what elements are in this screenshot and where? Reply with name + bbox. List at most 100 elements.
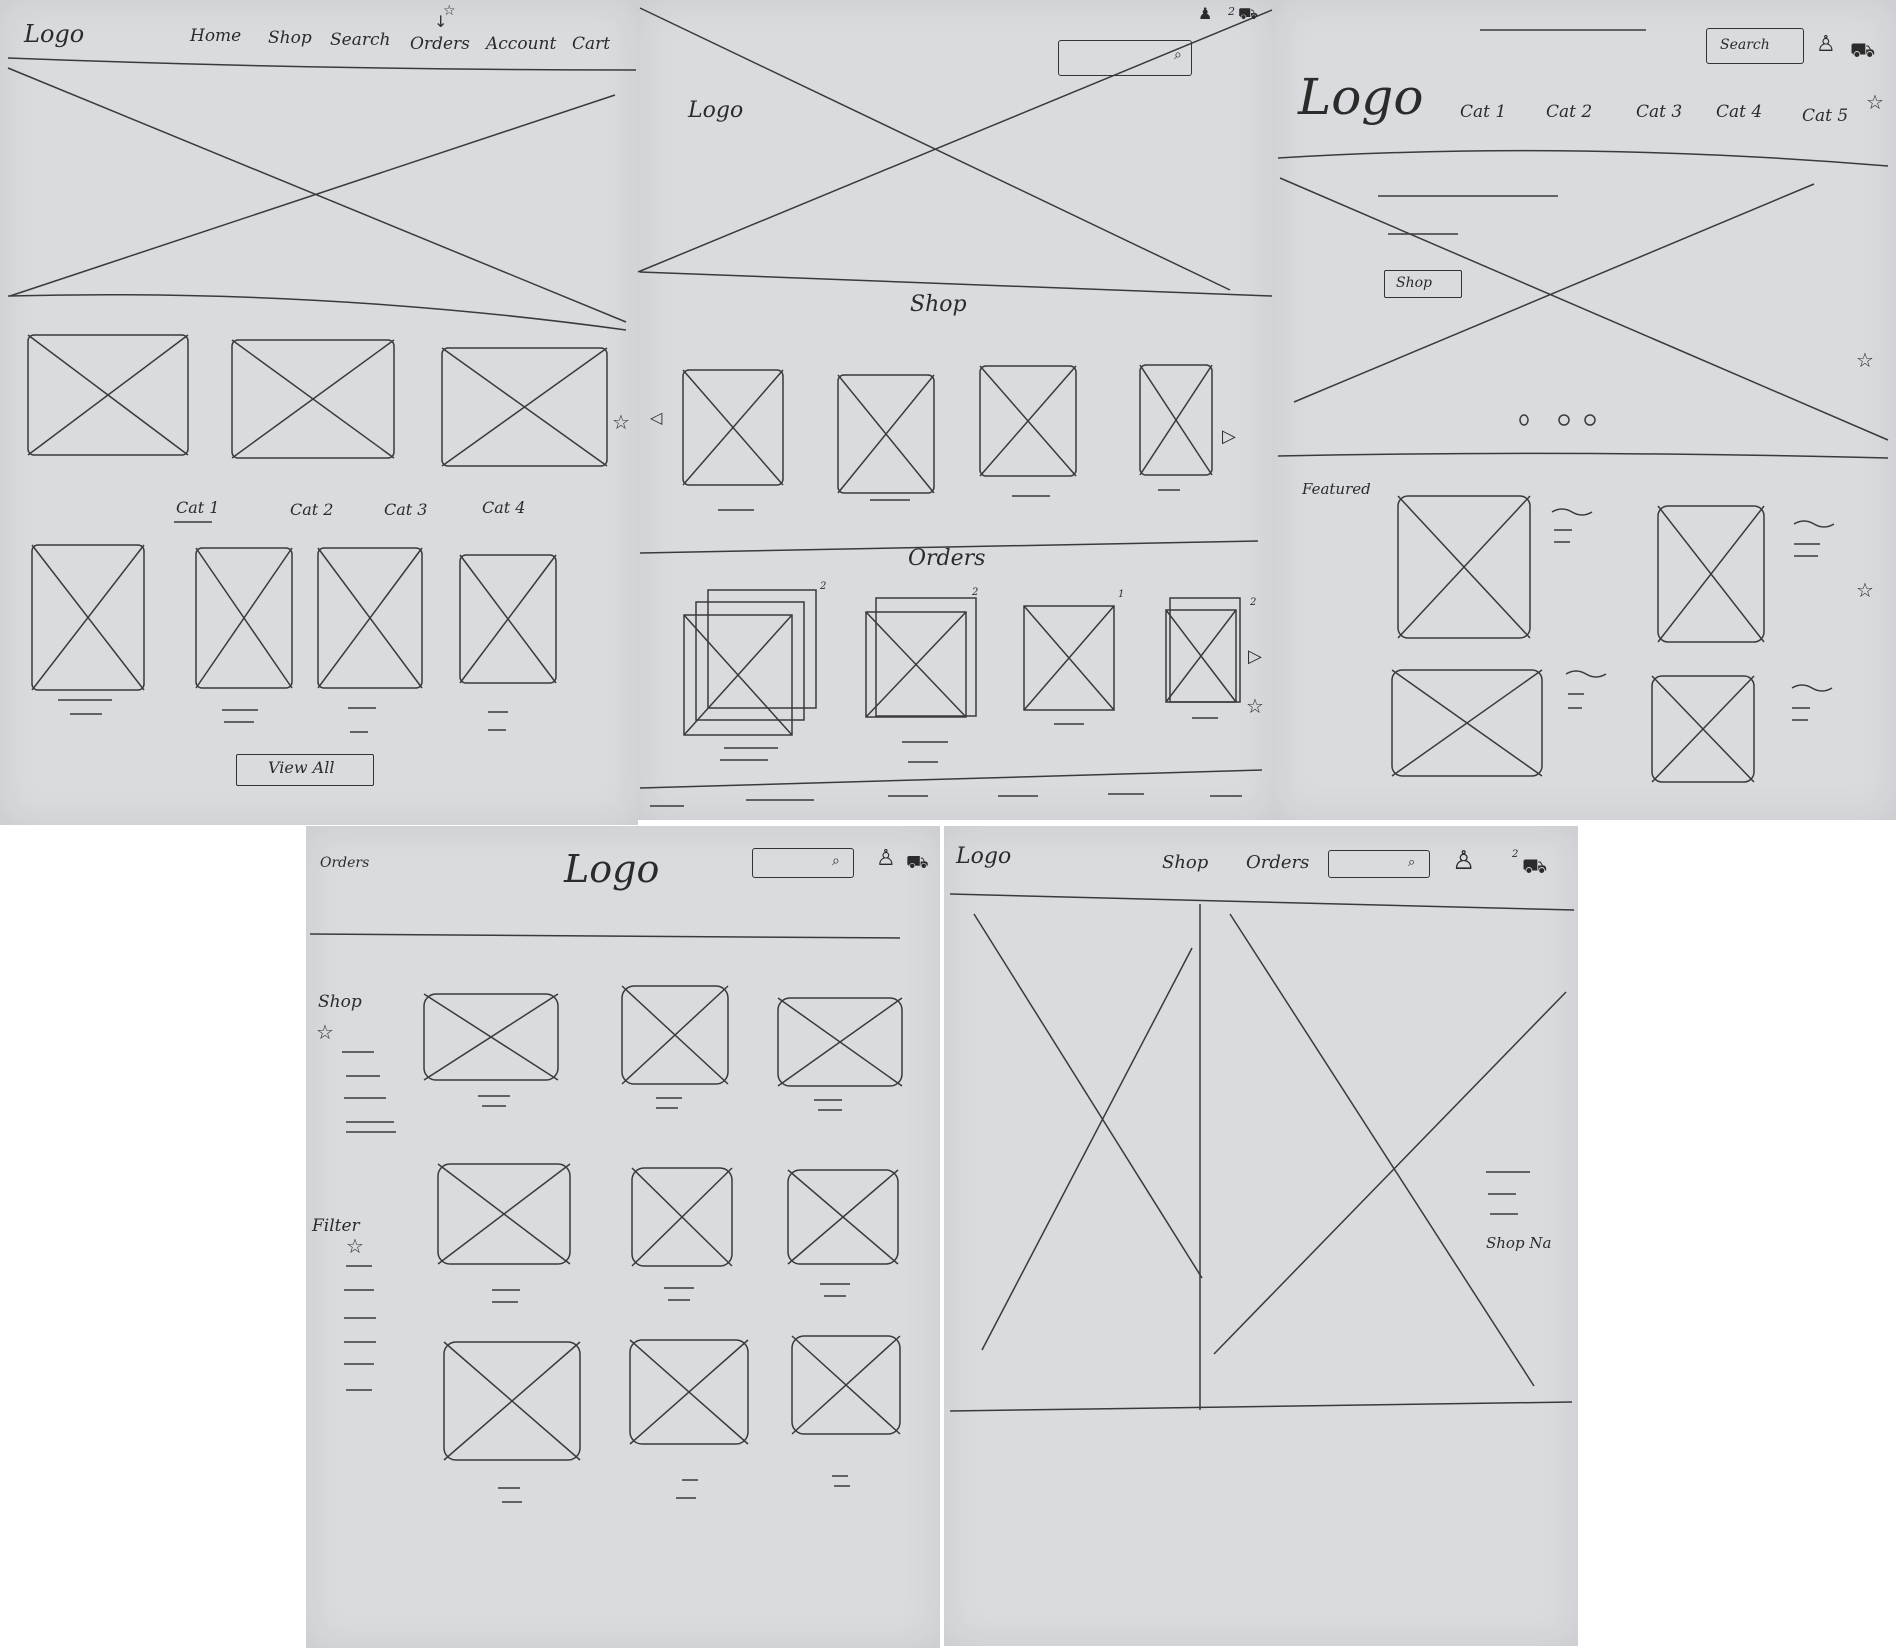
logo[interactable]: Logo — [688, 98, 744, 123]
sketch-3-drawing — [1277, 29, 1889, 783]
sketch-sheet-1: Logo Home Shop Search ☆ ↓ Orders Account… — [0, 0, 638, 825]
footer-line — [639, 769, 1263, 789]
hero-cross — [9, 94, 616, 297]
category-3[interactable]: Cat 3 — [1636, 102, 1683, 122]
hero-bottom-line — [1277, 452, 1889, 459]
sidebar-shop-links — [342, 1051, 396, 1133]
search-icon[interactable]: ⌕ — [832, 853, 840, 869]
cart-icon[interactable]: ⛟ — [1238, 4, 1259, 23]
search-input[interactable] — [1706, 28, 1804, 64]
orders-heading: Orders — [908, 546, 986, 571]
header-line — [309, 933, 901, 939]
user-icon[interactable]: ♟ — [1198, 4, 1213, 23]
product-captions — [478, 1095, 850, 1503]
sketch-4-drawing — [309, 933, 903, 1503]
star-icon: ☆ — [443, 3, 456, 19]
order-count-4: 2 — [1250, 597, 1257, 608]
header-line — [949, 893, 1575, 911]
user-icon[interactable]: ♙ — [876, 846, 896, 871]
header-line — [7, 57, 637, 71]
sketch-sheet-3: Search ♙ ⛟ Logo Cat 1 Cat 2 Cat 3 Cat 4 … — [1274, 0, 1896, 820]
product-detail-lines — [1486, 1171, 1530, 1215]
nav-search[interactable]: Search — [330, 30, 391, 50]
shop-products — [682, 364, 1213, 511]
cart-icon[interactable]: ⛟ — [906, 852, 929, 873]
sketch-sheet-4: Orders Logo ⌕ ♙ ⛟ Shop ☆ Filter ☆ — [306, 826, 940, 1648]
shop-heading: Shop — [910, 292, 967, 317]
logo[interactable]: Logo — [956, 844, 1012, 869]
category-tab-4[interactable]: Cat 4 — [482, 498, 526, 517]
view-all-button[interactable] — [236, 754, 374, 786]
sidebar-filter-heading: Filter — [312, 1216, 360, 1236]
featured-row — [27, 334, 608, 467]
image-cross — [1229, 913, 1535, 1387]
order-products — [683, 589, 1241, 763]
shop-name: Shop Na — [1486, 1234, 1552, 1252]
sketch-1-drawing — [7, 57, 637, 733]
category-4[interactable]: Cat 4 — [1716, 102, 1763, 122]
search-icon[interactable]: ⌕ — [1408, 855, 1416, 870]
image-cross — [1213, 991, 1567, 1355]
sidebar-shop-heading: Shop — [318, 992, 362, 1012]
category-2[interactable]: Cat 2 — [1546, 102, 1593, 122]
hero-cross — [637, 9, 1273, 273]
footer-links — [650, 793, 1242, 807]
cart-icon[interactable]: ⛟ — [1850, 38, 1876, 62]
nav-shop[interactable]: Shop — [268, 28, 312, 48]
hero-bottom-line — [639, 271, 1273, 297]
star-icon: ☆ — [1856, 348, 1874, 372]
product-captions — [58, 699, 508, 733]
search-input[interactable] — [1328, 850, 1430, 878]
arrow-right-icon[interactable]: ▷ — [1222, 426, 1236, 447]
category-tab-3[interactable]: Cat 3 — [384, 500, 428, 519]
arrow-right-icon[interactable]: ▷ — [1248, 646, 1262, 667]
sketch-2-drawing — [637, 7, 1273, 807]
logo[interactable]: Logo — [1298, 68, 1424, 126]
category-tab-2[interactable]: Cat 2 — [290, 500, 334, 519]
logo[interactable]: Logo — [24, 20, 85, 48]
featured-heading: Featured — [1302, 480, 1371, 498]
orders-link[interactable]: Orders — [320, 855, 370, 871]
star-icon: ☆ — [346, 1234, 364, 1258]
header-line — [1277, 149, 1889, 167]
star-icon: ☆ — [316, 1020, 334, 1044]
search-label: Search — [1720, 37, 1770, 53]
hero-cross — [1293, 183, 1815, 403]
star-icon: ☆ — [1246, 694, 1264, 718]
search-icon[interactable]: ⌕ — [1174, 47, 1182, 63]
user-icon[interactable]: ♙ — [1452, 846, 1476, 876]
search-input[interactable] — [752, 848, 854, 878]
sidebar-filter-links — [344, 1265, 376, 1391]
star-icon: ☆ — [612, 410, 630, 434]
nav-orders[interactable]: Orders — [410, 34, 470, 54]
category-tab-1[interactable]: Cat 1 — [176, 498, 220, 517]
cart-icon[interactable]: ⛟ — [1522, 854, 1548, 878]
star-icon: ☆ — [1866, 90, 1884, 114]
view-all-label: View All — [268, 758, 335, 777]
sketch-5-drawing — [949, 893, 1575, 1412]
arrow-down-icon: ↓ — [434, 12, 448, 31]
cart-count: 2 — [1228, 5, 1235, 18]
cart-count: 2 — [1512, 849, 1519, 860]
arrow-left-icon[interactable]: ◁ — [650, 408, 663, 427]
image-cross — [981, 947, 1193, 1351]
user-icon[interactable]: ♙ — [1816, 32, 1836, 57]
carousel-dots — [1519, 414, 1596, 426]
category-5[interactable]: Cat 5 — [1802, 106, 1849, 126]
hero-cross — [7, 67, 627, 323]
logo[interactable]: Logo — [564, 847, 660, 891]
footer-line — [949, 1401, 1573, 1412]
hero-shop-button[interactable] — [1384, 270, 1462, 298]
search-input[interactable] — [1058, 40, 1192, 76]
nav-orders[interactable]: Orders — [1246, 852, 1310, 873]
section-divider — [639, 540, 1259, 554]
sketch-sheet-5: Logo Shop Orders ⌕ ♙ 2 ⛟ Shop Na — [944, 826, 1578, 1646]
hero-cross — [1279, 177, 1889, 441]
nav-cart[interactable]: Cart — [572, 34, 611, 54]
category-products — [31, 544, 557, 691]
order-count-2: 2 — [972, 587, 979, 598]
nav-home[interactable]: Home — [190, 26, 242, 46]
nav-account[interactable]: Account — [486, 34, 557, 54]
nav-shop[interactable]: Shop — [1162, 852, 1209, 873]
category-1[interactable]: Cat 1 — [1460, 102, 1507, 122]
